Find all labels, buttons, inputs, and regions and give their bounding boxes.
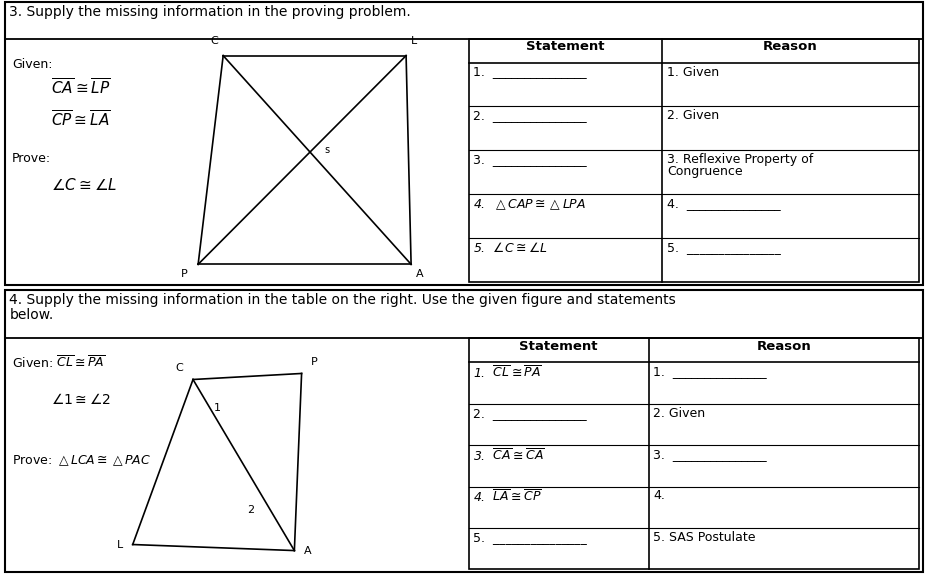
Text: 1.  $\overline{CL} \cong \overline{PA}$: 1. $\overline{CL} \cong \overline{PA}$	[473, 365, 541, 381]
Text: 1. Given: 1. Given	[667, 66, 718, 79]
Text: s: s	[324, 145, 329, 155]
Text: 4.  $\triangle CAP \cong \triangle LPA$: 4. $\triangle CAP \cong \triangle LPA$	[473, 197, 586, 212]
Text: Statement: Statement	[519, 340, 597, 353]
Text: 5.  _______________: 5. _______________	[667, 241, 780, 254]
Text: P: P	[311, 358, 318, 367]
Text: 5. SAS Postulate: 5. SAS Postulate	[653, 531, 755, 544]
Text: A: A	[304, 546, 311, 555]
Text: Reason: Reason	[756, 340, 810, 353]
Text: $\overline{CP} \cong \overline{LA}$: $\overline{CP} \cong \overline{LA}$	[51, 109, 110, 129]
Text: Prove:: Prove:	[12, 152, 51, 164]
Text: 4.  _______________: 4. _______________	[667, 197, 780, 210]
Text: $\angle C \cong \angle L$: $\angle C \cong \angle L$	[51, 177, 117, 193]
Text: 3. Reflexive Property of: 3. Reflexive Property of	[667, 152, 812, 166]
Text: 3.  _______________: 3. _______________	[653, 448, 766, 461]
Text: Given:: Given:	[12, 58, 53, 71]
Text: Congruence: Congruence	[667, 164, 742, 178]
Text: 4. Supply the missing information in the table on the right. Use the given figur: 4. Supply the missing information in the…	[9, 293, 675, 307]
Text: 3.  _______________: 3. _______________	[473, 153, 586, 166]
Text: 4.: 4.	[653, 489, 665, 503]
Text: below.: below.	[9, 308, 54, 321]
Text: 2.  _______________: 2. _______________	[473, 109, 586, 122]
Text: A: A	[415, 269, 424, 279]
Text: C: C	[175, 363, 184, 374]
Text: Prove: $\triangle LCA \cong \triangle PAC$: Prove: $\triangle LCA \cong \triangle PA…	[12, 454, 151, 469]
Text: 4.  $\overline{LA} \cong \overline{CP}$: 4. $\overline{LA} \cong \overline{CP}$	[473, 489, 541, 505]
Text: 2: 2	[248, 505, 254, 515]
Text: 5.  _______________: 5. _______________	[473, 531, 587, 544]
Text: $\angle 1 \cong \angle 2$: $\angle 1 \cong \angle 2$	[51, 392, 111, 407]
Text: 1.  _______________: 1. _______________	[473, 66, 586, 79]
Text: L: L	[411, 36, 417, 46]
Text: 2. Given: 2. Given	[653, 407, 705, 420]
Text: 1.  _______________: 1. _______________	[653, 365, 766, 378]
Text: P: P	[181, 269, 188, 279]
Text: $\overline{CA} \cong \overline{LP}$: $\overline{CA} \cong \overline{LP}$	[51, 78, 110, 98]
Text: 1: 1	[213, 402, 221, 413]
Text: L: L	[117, 539, 123, 550]
Text: 5.  $\angle C \cong \angle L$: 5. $\angle C \cong \angle L$	[473, 241, 547, 255]
Text: C: C	[210, 36, 218, 46]
Text: Statement: Statement	[526, 40, 604, 53]
Text: 2. Given: 2. Given	[667, 109, 718, 122]
Text: Reason: Reason	[762, 40, 817, 53]
Text: 3. Supply the missing information in the proving problem.: 3. Supply the missing information in the…	[9, 5, 411, 18]
Text: Given: $\overline{CL} \cong \overline{PA}$: Given: $\overline{CL} \cong \overline{PA…	[12, 355, 106, 371]
Text: 2.  _______________: 2. _______________	[473, 407, 586, 420]
Text: 3.  $\overline{CA} \cong \overline{CA}$: 3. $\overline{CA} \cong \overline{CA}$	[473, 448, 544, 464]
